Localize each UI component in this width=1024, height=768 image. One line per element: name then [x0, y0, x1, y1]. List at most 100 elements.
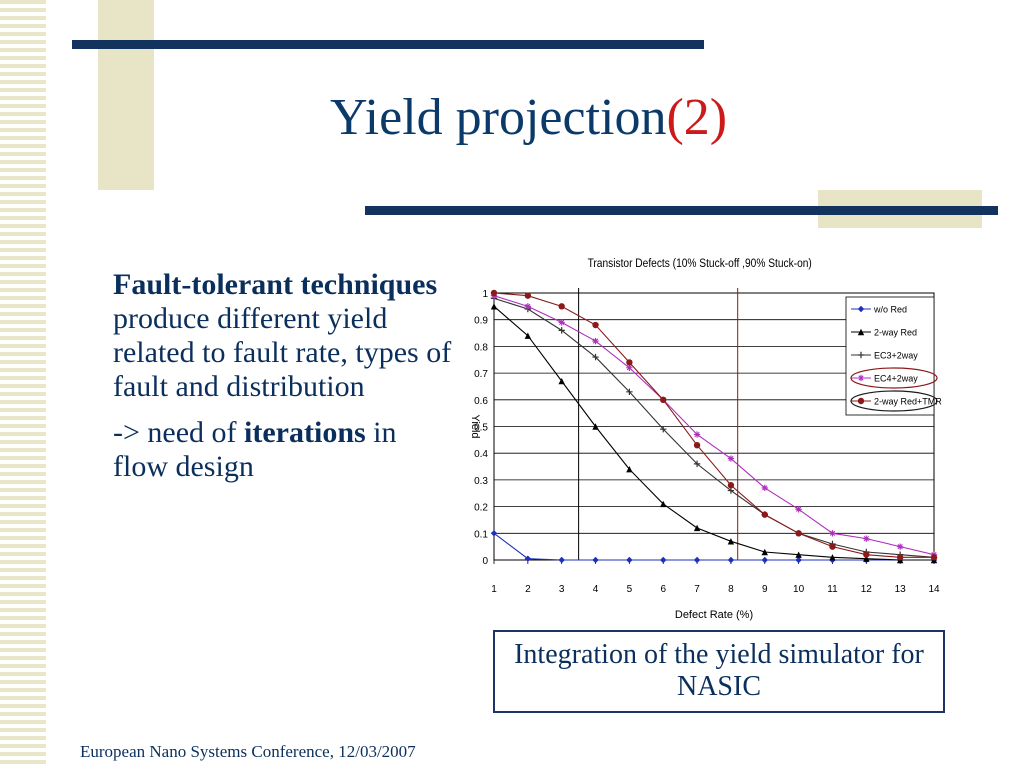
- x-tick-label: 10: [793, 584, 805, 595]
- data-point: [761, 484, 768, 492]
- legend: w/o Red 2-way Red EC3+2way EC4+2way 2-way Re…: [845, 296, 942, 416]
- data-point: [558, 377, 565, 385]
- data-point: [761, 511, 768, 518]
- text-produce: produce different yield related to fault…: [113, 302, 452, 403]
- data-point: [857, 305, 865, 313]
- data-point: [857, 374, 865, 382]
- series-line: [493, 297, 935, 558]
- x-tick-label: 14: [928, 584, 940, 595]
- bold-iterations: iterations: [244, 416, 366, 449]
- title-number: (2): [666, 89, 728, 146]
- data-point: [626, 466, 633, 473]
- data-point: [626, 556, 633, 564]
- legend-label: EC4+2way: [874, 374, 918, 384]
- y-tick-label: 0.3: [474, 476, 488, 487]
- text-need-of: -> need of: [113, 416, 245, 449]
- data-point: [727, 482, 735, 489]
- data-point: [592, 321, 599, 329]
- data-point: [524, 292, 532, 299]
- data-point: [660, 425, 667, 433]
- data-point: [490, 530, 498, 537]
- x-tick-label: 6: [660, 584, 666, 595]
- data-point: [558, 303, 565, 310]
- series-line: [493, 532, 934, 561]
- data-point: [693, 460, 701, 468]
- data-point: [727, 538, 735, 545]
- legend-label: EC3+2way: [874, 351, 918, 361]
- data-point: [592, 423, 599, 430]
- y-tick-label: 0: [482, 556, 488, 567]
- footer-text: European Nano Systems Conference, 12/03/…: [80, 742, 416, 761]
- data-point: [857, 351, 865, 359]
- legend-label: w/o Red: [873, 305, 907, 315]
- data-point: [660, 396, 667, 403]
- caption-box: Integration of the yield simulator for N…: [493, 630, 945, 713]
- text-flow-design: in flow design: [113, 416, 397, 483]
- y-tick-label: 0.4: [474, 449, 488, 460]
- data-point: [558, 319, 565, 326]
- slide-title: Yield projection(2): [330, 88, 727, 147]
- y-tick-label: 0.5: [474, 423, 488, 434]
- series-line: [493, 292, 934, 558]
- body-text: Fault-tolerant techniques produce differ…: [113, 268, 453, 496]
- data-point: [795, 556, 802, 564]
- data-point: [558, 556, 565, 564]
- x-tick-label: 9: [762, 584, 768, 595]
- y-tick-label: 0.1: [474, 529, 488, 540]
- data-point: [592, 556, 599, 564]
- x-tick-label: 11: [827, 584, 838, 595]
- x-tick-label: 13: [895, 584, 907, 595]
- y-tick-label: 0.7: [474, 369, 488, 380]
- x-tick-label: 8: [728, 584, 734, 595]
- x-tick-label: 7: [694, 584, 700, 595]
- deco-line-bottom: [365, 206, 998, 215]
- bold-fault-tolerant: Fault-tolerant techniques: [113, 268, 438, 301]
- data-point: [524, 303, 532, 310]
- y-tick-label: 0.6: [474, 396, 488, 407]
- data-point: [490, 289, 498, 297]
- data-point: [693, 431, 701, 438]
- data-point: [592, 337, 599, 345]
- data-point: [727, 455, 735, 462]
- legend-highlight-ring: [850, 390, 938, 412]
- data-point: [829, 530, 836, 537]
- data-point: [795, 551, 802, 558]
- data-point: [558, 327, 565, 334]
- data-point: [626, 359, 633, 366]
- y-tick-label: 0.8: [474, 342, 488, 353]
- data-point: [693, 441, 701, 449]
- x-tick-label: 4: [593, 584, 599, 595]
- data-point: [857, 328, 865, 336]
- data-point: [829, 554, 836, 561]
- y-tick-label: 0.9: [474, 316, 488, 327]
- series-line: [493, 295, 935, 556]
- chart-title: Transistor Defects (10% Stuck-off ,90% S…: [588, 257, 813, 270]
- data-point: [727, 487, 735, 494]
- data-point: [626, 388, 633, 395]
- data-point: [795, 530, 802, 537]
- data-point: [660, 556, 667, 564]
- legend-label: 2-way Red+TMR: [874, 397, 942, 407]
- deco-block-top: [98, 0, 154, 190]
- y-axis-label: Yield: [469, 414, 481, 438]
- x-tick-label: 12: [861, 584, 873, 595]
- data-point: [857, 397, 865, 405]
- y-tick-label: 1: [482, 289, 488, 300]
- x-tick-label: 2: [525, 584, 531, 595]
- data-point: [795, 506, 802, 513]
- y-tick-label: 0.2: [474, 503, 488, 514]
- data-point: [524, 332, 532, 339]
- x-tick-label: 1: [491, 584, 497, 595]
- data-point: [761, 548, 768, 556]
- deco-line-top: [72, 40, 704, 49]
- title-main: Yield projection: [330, 89, 667, 146]
- series-2-way-red-tmr: [490, 289, 938, 561]
- data-point: [626, 364, 633, 371]
- yield-chart: Transistor Defects (10% Stuck-off ,90% S…: [469, 257, 942, 621]
- data-point: [896, 554, 904, 561]
- paragraph-iterations: -> need of iterations in flow design: [113, 416, 453, 484]
- data-point: [863, 551, 870, 558]
- paragraph-fault-tolerant: Fault-tolerant techniques produce differ…: [113, 268, 453, 404]
- data-point: [761, 556, 768, 564]
- data-point: [863, 555, 870, 562]
